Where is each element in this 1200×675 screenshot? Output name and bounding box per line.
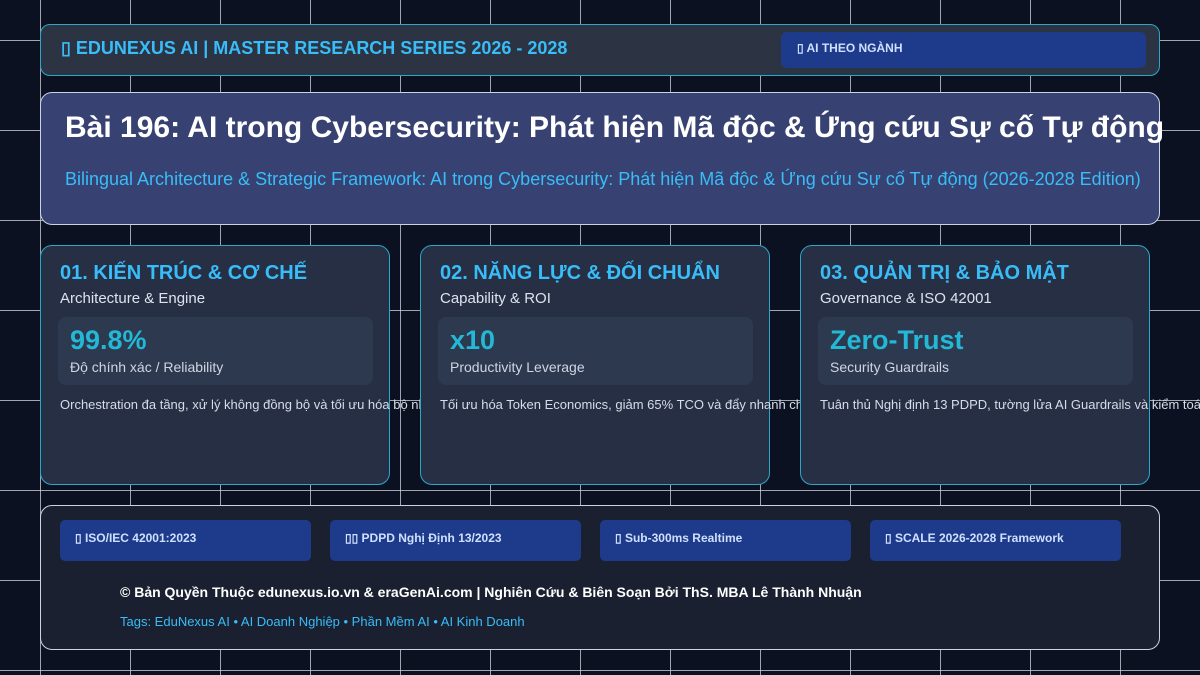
industry-button[interactable]: ▯ AI THEO NGÀNH	[781, 32, 1146, 68]
footer-panel: ▯ ISO/IEC 42001:2023 ▯▯ PDPD Nghị Định 13…	[40, 505, 1160, 650]
header-title: ▯ EDUNEXUS AI | MASTER RESEARCH SERIES 2…	[61, 38, 568, 58]
card-title: 02. NĂNG LỰC & ĐỐI CHUẨN	[440, 262, 720, 284]
metric-value: 99.8%	[70, 325, 147, 355]
feature-card: 01. KIẾN TRÚC & CƠ CHẾ Architecture & Eng…	[40, 245, 434, 485]
metric-box: x10 Productivity Leverage	[438, 317, 753, 385]
card-title: 03. QUẢN TRỊ & BẢO MẬT	[820, 262, 1069, 284]
badge: ▯ ISO/IEC 42001:2023	[60, 520, 311, 561]
hero-subtitle: Bilingual Architecture & Strategic Frame…	[65, 169, 1141, 189]
hero-panel: Bài 196: AI trong Cybersecurity: Phát hi…	[40, 92, 1164, 225]
badge: ▯ SCALE 2026-2028 Framework	[870, 520, 1121, 561]
metric-box: 99.8% Độ chính xác / Reliability	[58, 317, 373, 385]
card-description: Tuân thủ Nghị định 13 PDPD, tường lửa AI…	[820, 397, 1200, 412]
copyright: © Bản Quyền Thuộc edunexus.io.vn & eraGe…	[120, 584, 862, 600]
card-subtitle: Architecture & Engine	[60, 290, 206, 307]
badge: ▯▯ PDPD Nghị Định 13/2023	[330, 520, 581, 561]
card-subtitle: Governance & ISO 42001	[820, 290, 992, 307]
metric-label: Productivity Leverage	[450, 359, 585, 375]
metric-box: Zero-Trust Security Guardrails	[818, 317, 1133, 385]
card-description: Orchestration đa tầng, xử lý không đồng …	[60, 397, 435, 412]
card-title: 01. KIẾN TRÚC & CƠ CHẾ	[60, 262, 308, 284]
hero-title: Bài 196: AI trong Cybersecurity: Phát hi…	[65, 111, 1165, 144]
metric-value: Zero-Trust	[830, 325, 964, 355]
header-bar: ▯ EDUNEXUS AI | MASTER RESEARCH SERIES 2…	[40, 24, 1160, 76]
feature-card: 02. NĂNG LỰC & ĐỐI CHUẨN Capability & ROI…	[420, 245, 827, 485]
metric-label: Độ chính xác / Reliability	[70, 359, 224, 375]
card-description: Tối ưu hóa Token Economics, giảm 65% TCO…	[440, 397, 827, 412]
metric-label: Security Guardrails	[830, 359, 950, 375]
feature-card: 03. QUẢN TRỊ & BẢO MẬT Governance & ISO 4…	[800, 245, 1200, 485]
badge: ▯ Sub-300ms Realtime	[600, 520, 851, 561]
card-subtitle: Capability & ROI	[440, 290, 551, 307]
tags: Tags: EduNexus AI • AI Doanh Nghiệp • Ph…	[120, 614, 525, 629]
metric-value: x10	[450, 325, 496, 355]
